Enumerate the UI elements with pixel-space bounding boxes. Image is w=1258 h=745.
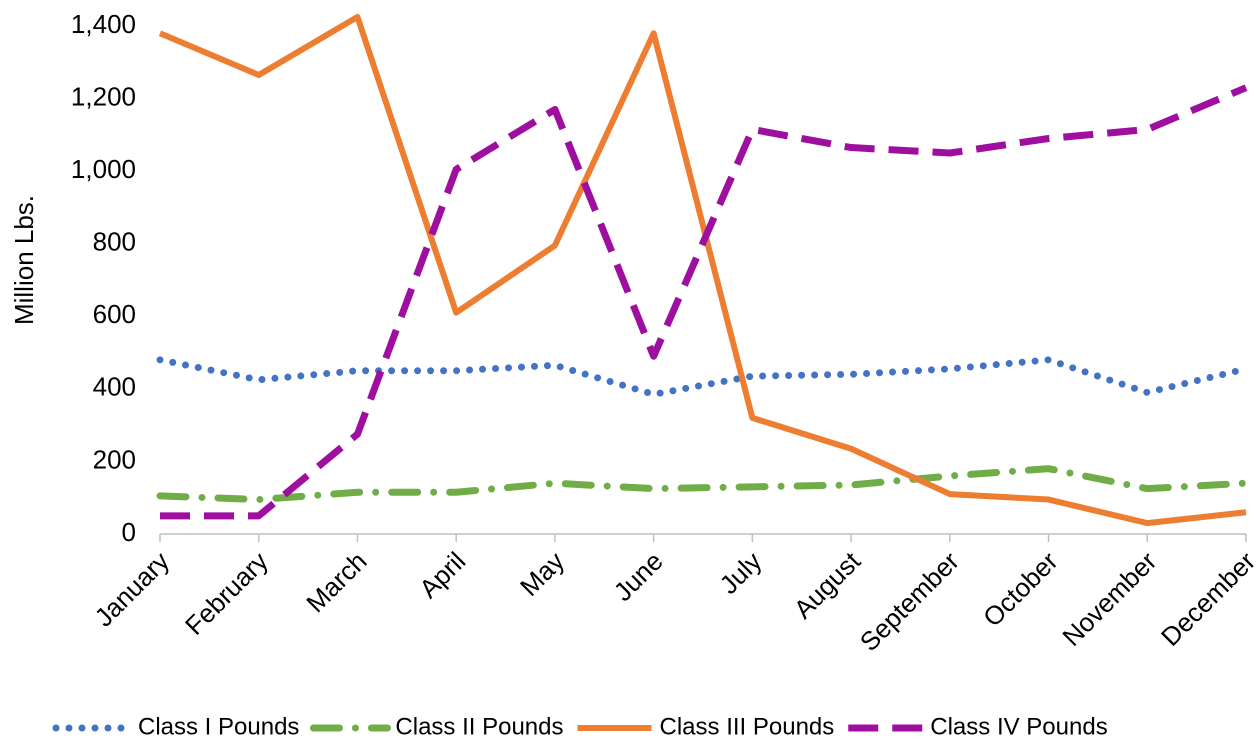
legend-label: Class II Pounds — [395, 713, 563, 740]
y-tick-label: 200 — [93, 444, 136, 474]
x-tick-label: June — [608, 546, 669, 607]
y-tick-label: 1,400 — [71, 9, 136, 39]
x-tick-label: September — [854, 546, 965, 657]
y-tick-label: 800 — [93, 227, 136, 257]
y-tick-label: 1,000 — [71, 154, 136, 184]
x-tick-label: April — [413, 546, 471, 604]
series-line — [158, 13, 1247, 527]
y-tick-label: 0 — [122, 517, 136, 547]
x-tick-label: October — [977, 546, 1064, 633]
x-tick-label: February — [179, 546, 274, 641]
legend-label: Class I Pounds — [138, 713, 299, 740]
x-tick-label: May — [514, 546, 570, 602]
y-axis-label: Million Lbs. — [9, 195, 39, 325]
x-tick-label: November — [1056, 546, 1162, 652]
legend-label: Class III Pounds — [660, 713, 835, 740]
y-tick-label: 1,200 — [71, 81, 136, 111]
series-line — [160, 84, 1248, 520]
x-tick-label: January — [88, 546, 175, 633]
x-tick-label: March — [300, 546, 372, 618]
y-tick-label: 400 — [93, 372, 136, 402]
x-tick-label: August — [788, 545, 867, 624]
series-line — [156, 465, 1250, 504]
x-tick-label: December — [1155, 546, 1258, 652]
series-line — [156, 356, 1250, 398]
legend-label: Class IV Pounds — [930, 713, 1107, 740]
x-tick-label: July — [714, 546, 768, 600]
y-tick-label: 600 — [93, 299, 136, 329]
